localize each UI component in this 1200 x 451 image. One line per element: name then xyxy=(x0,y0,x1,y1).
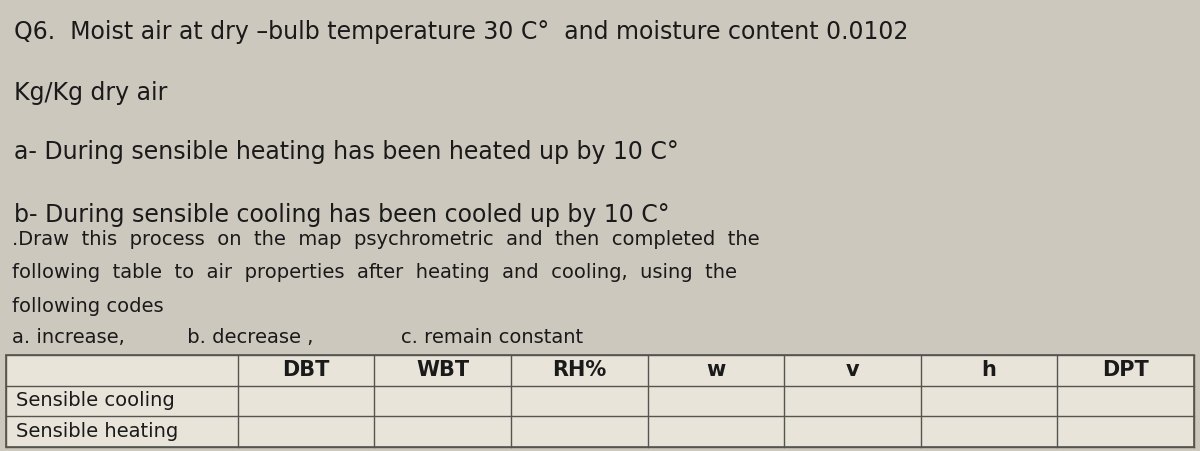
Text: v: v xyxy=(846,360,859,380)
Text: .Draw  this  process  on  the  map  psychrometric  and  then  completed  the: .Draw this process on the map psychromet… xyxy=(12,230,760,249)
Bar xyxy=(6,355,1194,446)
Text: RH%: RH% xyxy=(552,360,606,380)
Text: Sensible heating: Sensible heating xyxy=(16,422,178,441)
Text: h: h xyxy=(982,360,996,380)
Text: DPT: DPT xyxy=(1103,360,1150,380)
Text: DBT: DBT xyxy=(282,360,330,380)
Text: Kg/Kg dry air: Kg/Kg dry air xyxy=(14,81,168,105)
Text: a. increase,          b. decrease ,              c. remain constant: a. increase, b. decrease , c. remain con… xyxy=(12,328,583,347)
Text: w: w xyxy=(707,360,726,380)
Text: Q6.  Moist air at dry –bulb temperature 30 C°  and moisture content 0.0102: Q6. Moist air at dry –bulb temperature 3… xyxy=(14,20,908,44)
Text: following codes: following codes xyxy=(12,297,163,316)
Text: b- During sensible cooling has been cooled up by 10 C°: b- During sensible cooling has been cool… xyxy=(14,203,670,227)
Text: Sensible cooling: Sensible cooling xyxy=(16,391,174,410)
Text: WBT: WBT xyxy=(416,360,469,380)
Text: following  table  to  air  properties  after  heating  and  cooling,  using  the: following table to air properties after … xyxy=(12,263,737,282)
Text: a- During sensible heating has been heated up by 10 C°: a- During sensible heating has been heat… xyxy=(14,140,679,164)
